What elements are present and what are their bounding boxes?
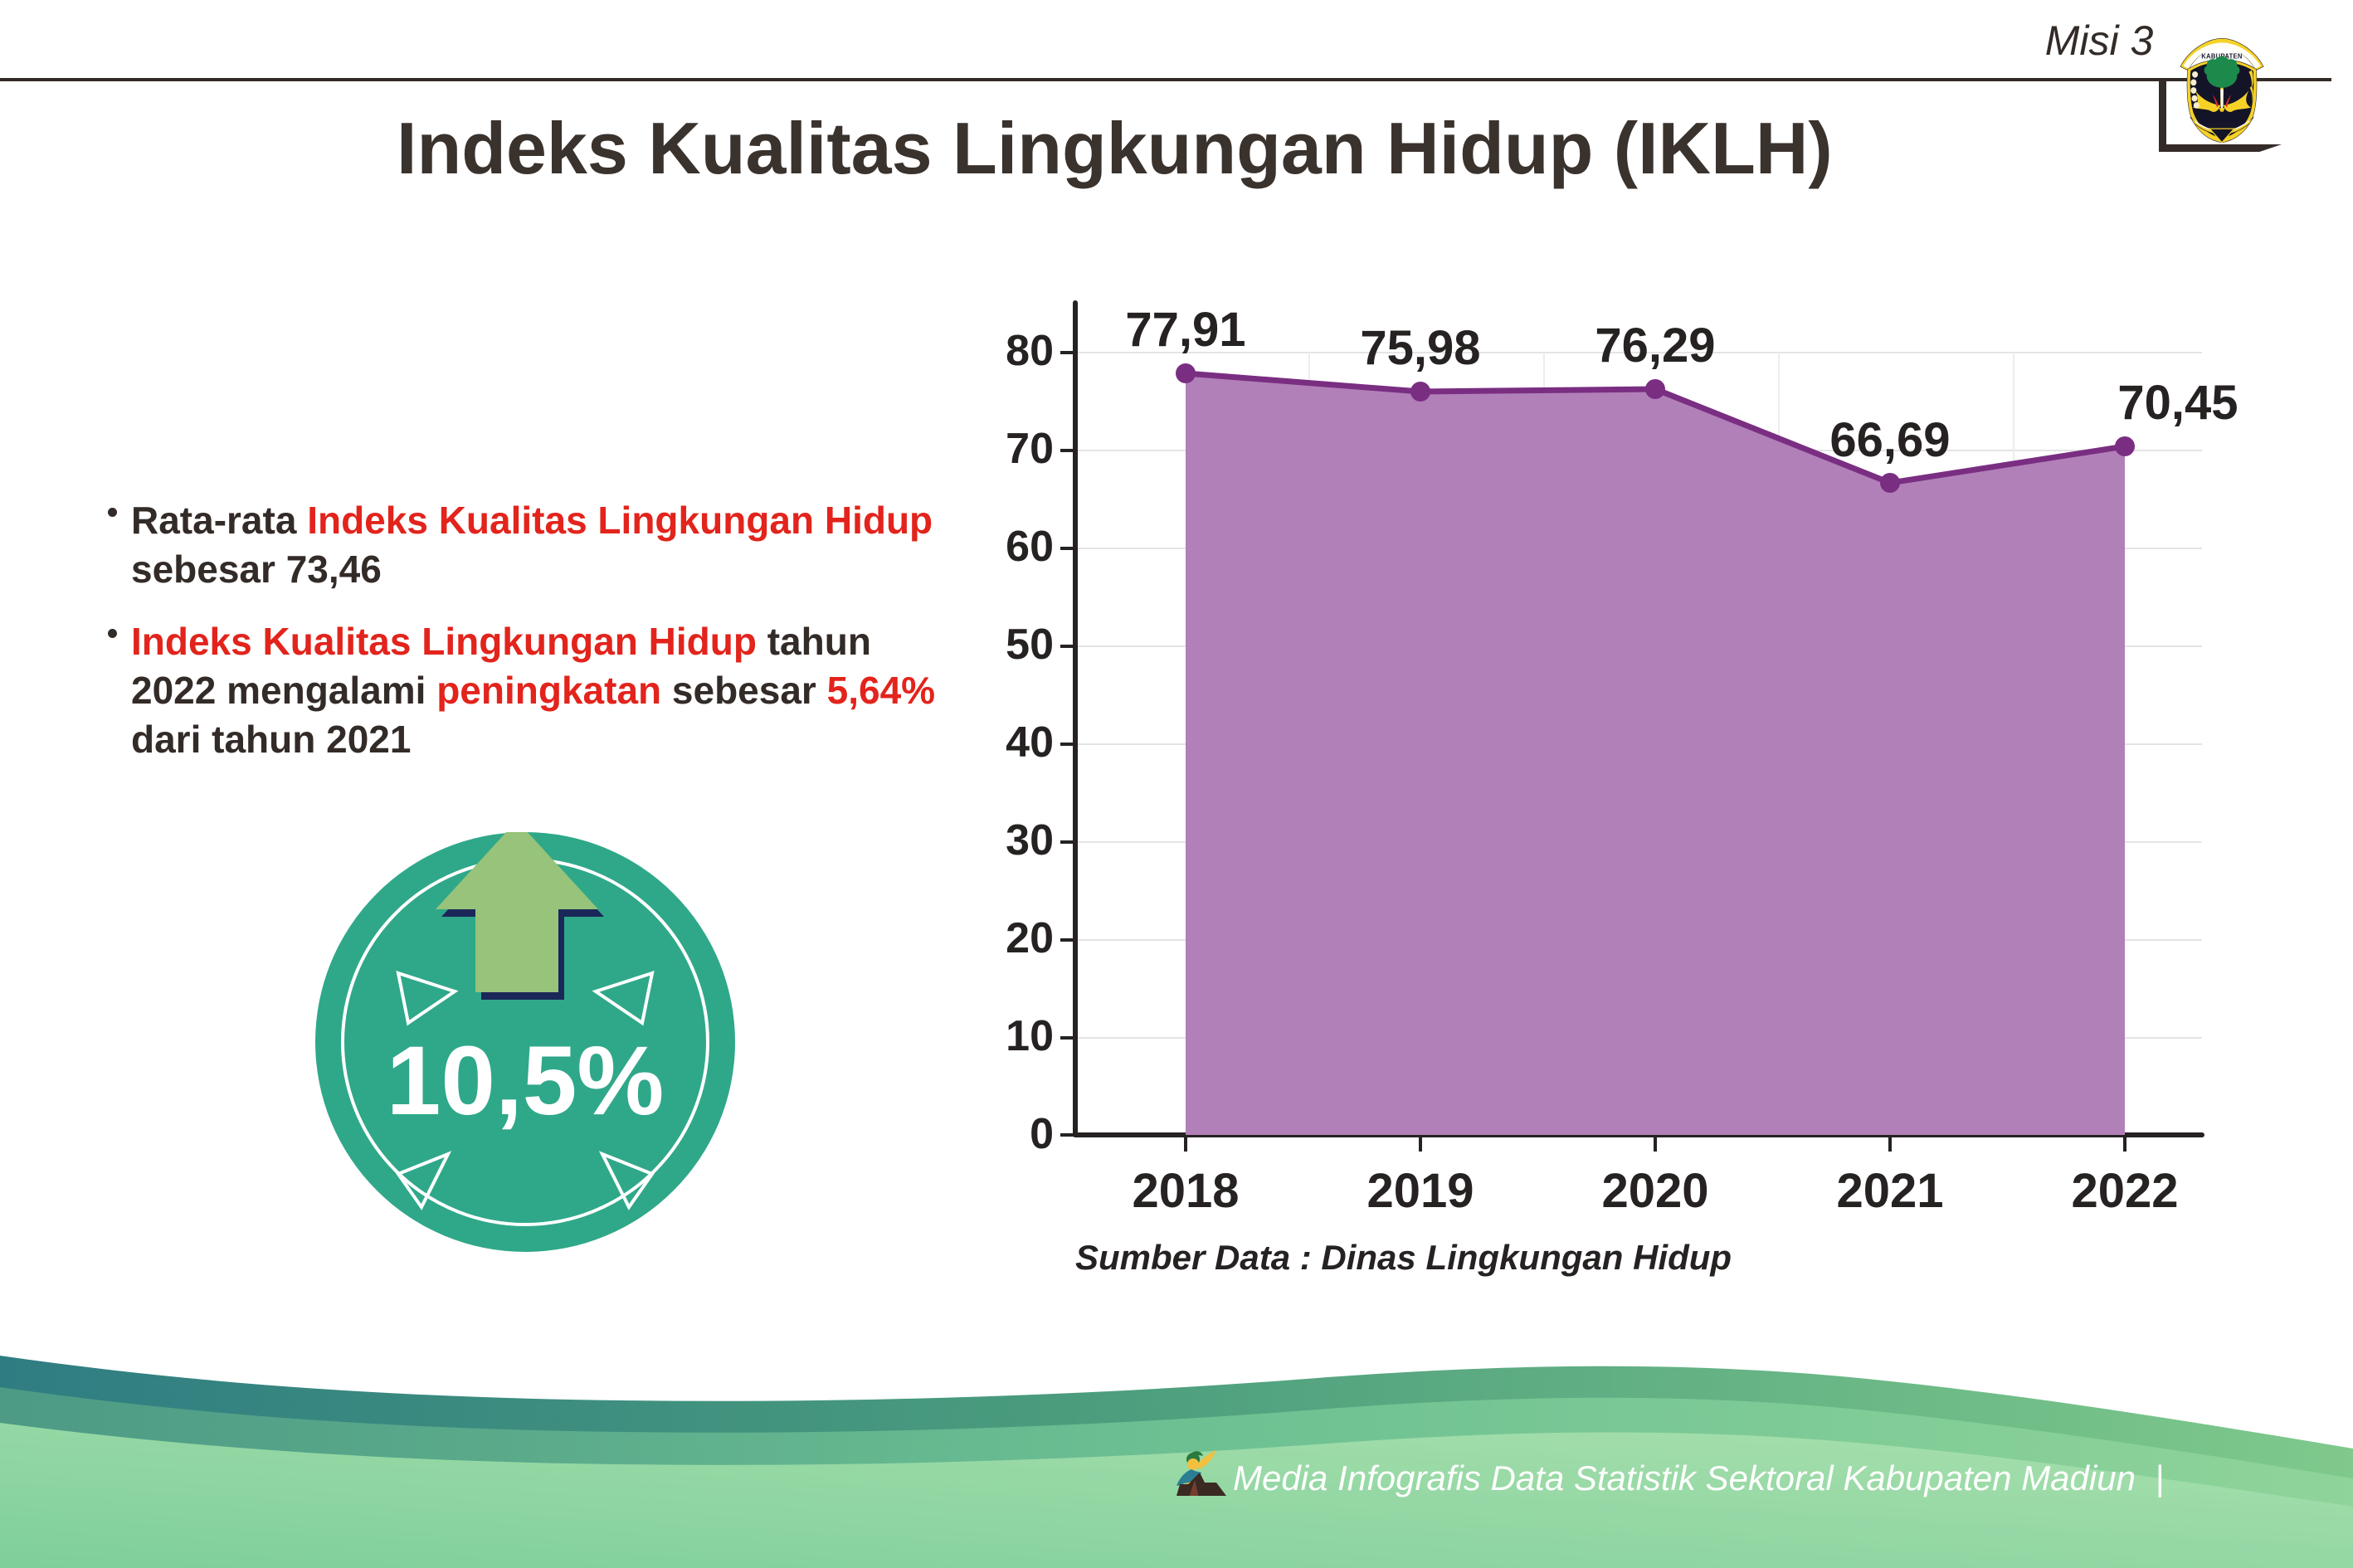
- svg-text:75,98: 75,98: [1360, 321, 1480, 375]
- svg-text:Sumber Data : Dinas Lingkungan: Sumber Data : Dinas Lingkungan Hidup: [1075, 1238, 1732, 1277]
- svg-text:20: 20: [1006, 914, 1054, 962]
- svg-text:10: 10: [1006, 1012, 1054, 1060]
- svg-text:77,91: 77,91: [1125, 303, 1245, 357]
- svg-text:70,45: 70,45: [2117, 376, 2238, 430]
- svg-text:66,69: 66,69: [1829, 413, 1950, 467]
- svg-text:76,29: 76,29: [1595, 319, 1715, 373]
- svg-text:2021: 2021: [1836, 1164, 1943, 1218]
- svg-text:50: 50: [1006, 621, 1054, 669]
- svg-text:2022: 2022: [2071, 1164, 2178, 1218]
- svg-text:30: 30: [1006, 816, 1054, 864]
- svg-text:2019: 2019: [1366, 1164, 1474, 1218]
- svg-text:60: 60: [1006, 523, 1054, 571]
- svg-text:0: 0: [1030, 1110, 1054, 1158]
- svg-text:2020: 2020: [1601, 1164, 1708, 1218]
- svg-text:70: 70: [1006, 425, 1054, 473]
- svg-text:10,5%: 10,5%: [387, 1026, 665, 1136]
- svg-text:80: 80: [1006, 327, 1054, 375]
- svg-text:2018: 2018: [1132, 1164, 1239, 1218]
- svg-text:40: 40: [1006, 718, 1054, 767]
